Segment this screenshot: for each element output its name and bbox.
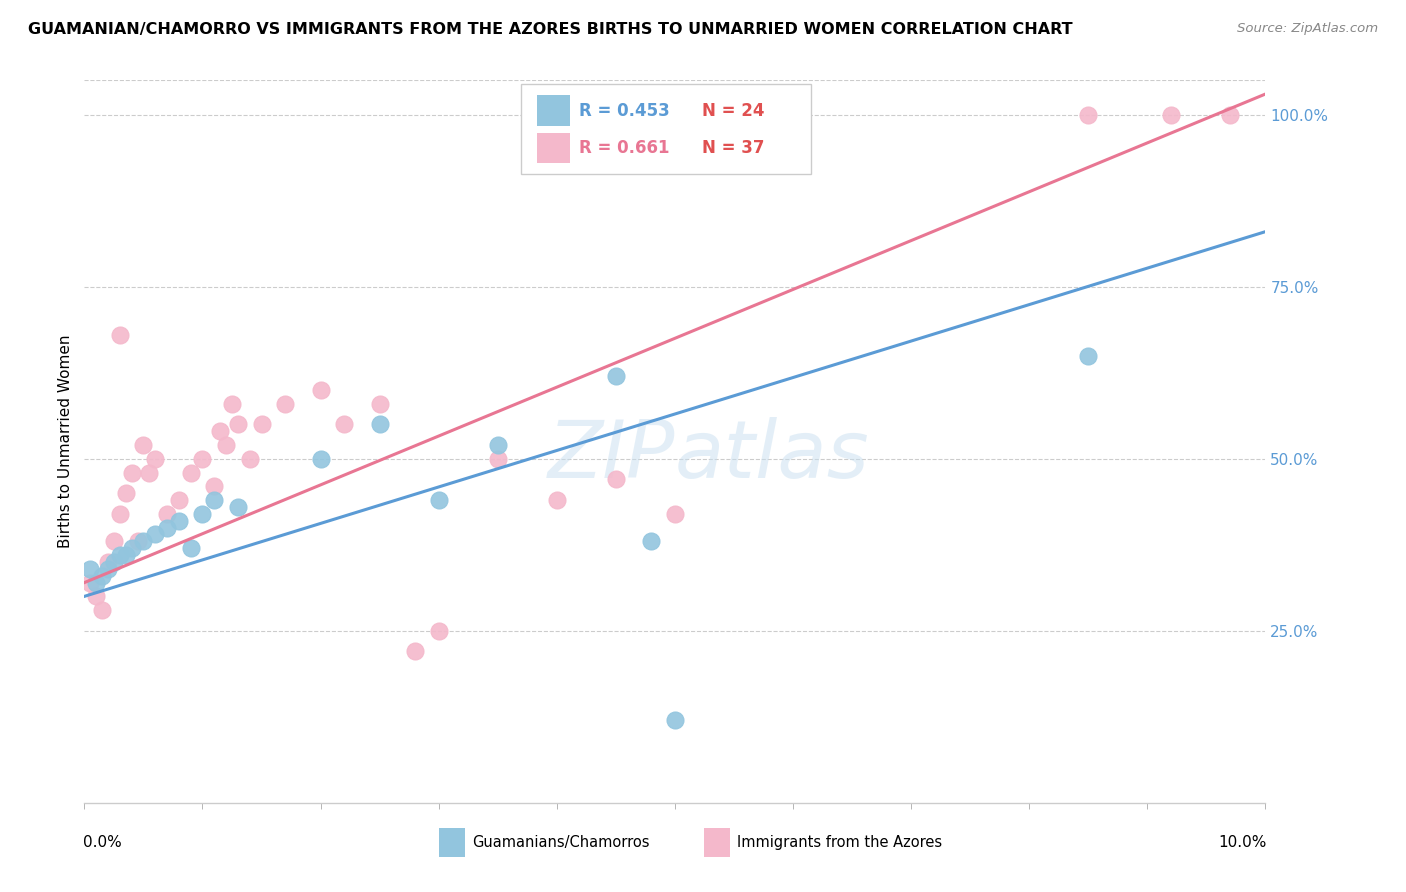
Point xyxy=(108,507,131,521)
Point xyxy=(180,466,202,480)
Text: N = 24: N = 24 xyxy=(702,102,765,120)
FancyBboxPatch shape xyxy=(439,828,464,857)
Point xyxy=(427,493,450,508)
Point xyxy=(1160,108,1182,122)
Point xyxy=(202,493,225,508)
Point xyxy=(91,568,114,582)
Point xyxy=(191,451,214,466)
Y-axis label: Births to Unmarried Women: Births to Unmarried Women xyxy=(58,334,73,549)
Point xyxy=(215,438,238,452)
Point xyxy=(191,507,214,521)
Point xyxy=(143,527,166,541)
Point xyxy=(103,534,125,549)
Text: GUAMANIAN/CHAMORRO VS IMMIGRANTS FROM THE AZORES BIRTHS TO UNMARRIED WOMEN CORRE: GUAMANIAN/CHAMORRO VS IMMIGRANTS FROM TH… xyxy=(28,22,1073,37)
Point xyxy=(546,493,568,508)
Point xyxy=(167,514,190,528)
Point xyxy=(114,486,136,500)
Point xyxy=(1077,108,1099,122)
Point xyxy=(202,479,225,493)
FancyBboxPatch shape xyxy=(537,95,569,126)
FancyBboxPatch shape xyxy=(522,84,811,174)
Point xyxy=(103,555,125,569)
Point xyxy=(605,369,627,384)
Point xyxy=(138,466,160,480)
Point xyxy=(226,500,249,514)
Point xyxy=(84,590,107,604)
Point xyxy=(97,555,120,569)
Point xyxy=(239,451,262,466)
Point xyxy=(309,383,332,397)
Point xyxy=(108,327,131,342)
Point xyxy=(1077,349,1099,363)
Point xyxy=(127,534,149,549)
Text: 10.0%: 10.0% xyxy=(1218,835,1267,850)
Text: atlas: atlas xyxy=(675,417,870,495)
Point xyxy=(250,417,273,432)
Point xyxy=(91,603,114,617)
Text: ZIP: ZIP xyxy=(547,417,675,495)
Point xyxy=(84,575,107,590)
Text: Guamanians/Chamorros: Guamanians/Chamorros xyxy=(472,835,650,850)
Point xyxy=(664,507,686,521)
Point xyxy=(427,624,450,638)
Point xyxy=(132,534,155,549)
Point xyxy=(114,548,136,562)
Point xyxy=(167,493,190,508)
Point xyxy=(1219,108,1241,122)
Point xyxy=(156,520,179,534)
Point xyxy=(486,451,509,466)
Point xyxy=(108,548,131,562)
Point xyxy=(121,541,143,556)
Point xyxy=(221,397,243,411)
Point xyxy=(333,417,356,432)
Point xyxy=(156,507,179,521)
Point xyxy=(368,397,391,411)
Text: N = 37: N = 37 xyxy=(702,139,765,157)
Point xyxy=(209,424,232,438)
Text: R = 0.453: R = 0.453 xyxy=(579,102,671,120)
Point xyxy=(486,438,509,452)
Text: R = 0.661: R = 0.661 xyxy=(579,139,669,157)
Text: Source: ZipAtlas.com: Source: ZipAtlas.com xyxy=(1237,22,1378,36)
Point xyxy=(121,466,143,480)
Point xyxy=(143,451,166,466)
Point xyxy=(226,417,249,432)
FancyBboxPatch shape xyxy=(537,133,569,163)
Text: 0.0%: 0.0% xyxy=(83,835,122,850)
Point xyxy=(368,417,391,432)
Point xyxy=(79,575,101,590)
Point xyxy=(132,438,155,452)
Point xyxy=(274,397,297,411)
Point xyxy=(640,534,662,549)
Point xyxy=(79,562,101,576)
Point xyxy=(404,644,426,658)
FancyBboxPatch shape xyxy=(704,828,730,857)
Point xyxy=(664,713,686,727)
Point xyxy=(605,472,627,486)
Text: Immigrants from the Azores: Immigrants from the Azores xyxy=(738,835,942,850)
Point xyxy=(97,562,120,576)
Point xyxy=(180,541,202,556)
Point xyxy=(309,451,332,466)
